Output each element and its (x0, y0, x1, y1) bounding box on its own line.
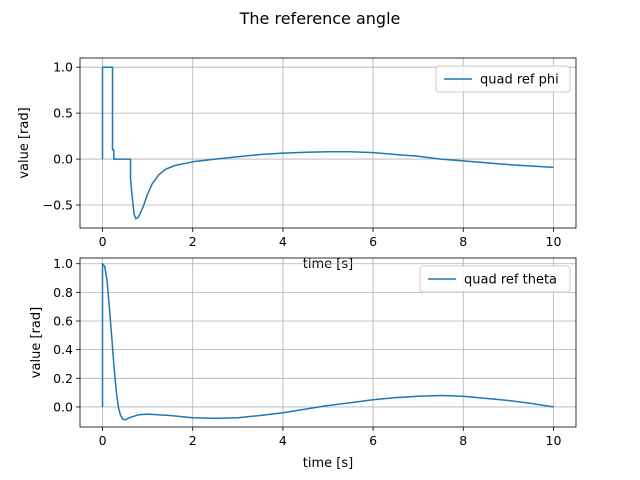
x-tick-label: 0 (99, 234, 107, 249)
x-axis-label: time [s] (303, 257, 353, 272)
x-tick-label: 6 (369, 234, 377, 249)
legend: quad ref theta (419, 265, 571, 293)
y-tick-label: 1.0 (53, 60, 73, 75)
x-axis-label: time [s] (303, 456, 353, 471)
y-tick-label: 0.8 (53, 285, 73, 300)
x-tick-label: 4 (279, 433, 287, 448)
y-tick-label: 0.2 (53, 371, 73, 386)
axes-phi: 0 2 4 6 8 10 1.0 0.5 0.0 −0.5 time [s] value [rad] q… (17, 57, 577, 272)
legend-label: quad ref phi (480, 73, 559, 88)
y-axis-label: value [rad] (29, 307, 44, 378)
y-tick-label: 0.5 (53, 106, 73, 121)
figure-title: The reference angle (239, 9, 401, 28)
y-tick-label: −0.5 (43, 198, 73, 213)
legend-box (435, 65, 571, 93)
x-tick-label: 0 (99, 433, 107, 448)
x-tick-label: 10 (546, 433, 562, 448)
x-tick-label: 10 (546, 234, 562, 249)
y-axis-label: value [rad] (17, 107, 32, 178)
legend: quad ref phi (435, 65, 571, 93)
x-tick-label: 2 (189, 433, 197, 448)
y-tick-label: 1.0 (53, 256, 73, 271)
series-line-0 (101, 66, 554, 220)
x-tick-label: 8 (459, 433, 467, 448)
y-tick-label: 0.0 (53, 152, 73, 167)
legend-box (419, 265, 571, 293)
x-tick-label: 4 (279, 234, 287, 249)
axes-frame (79, 257, 577, 428)
x-tick-label: 2 (189, 234, 197, 249)
y-tick-label: 0.6 (53, 314, 73, 329)
legend-label: quad ref theta (464, 273, 557, 288)
axes-theta: 0 2 4 6 8 10 1.0 0.8 0.6 0.4 0.2 0.0 time [s] value [… (29, 256, 577, 471)
y-tick-label: 0.0 (53, 399, 73, 414)
axes-frame (79, 57, 577, 229)
x-tick-label: 8 (459, 234, 467, 249)
y-tick-label: 0.4 (53, 342, 73, 357)
x-tick-label: 6 (369, 433, 377, 448)
series-line-0 (101, 262, 554, 421)
